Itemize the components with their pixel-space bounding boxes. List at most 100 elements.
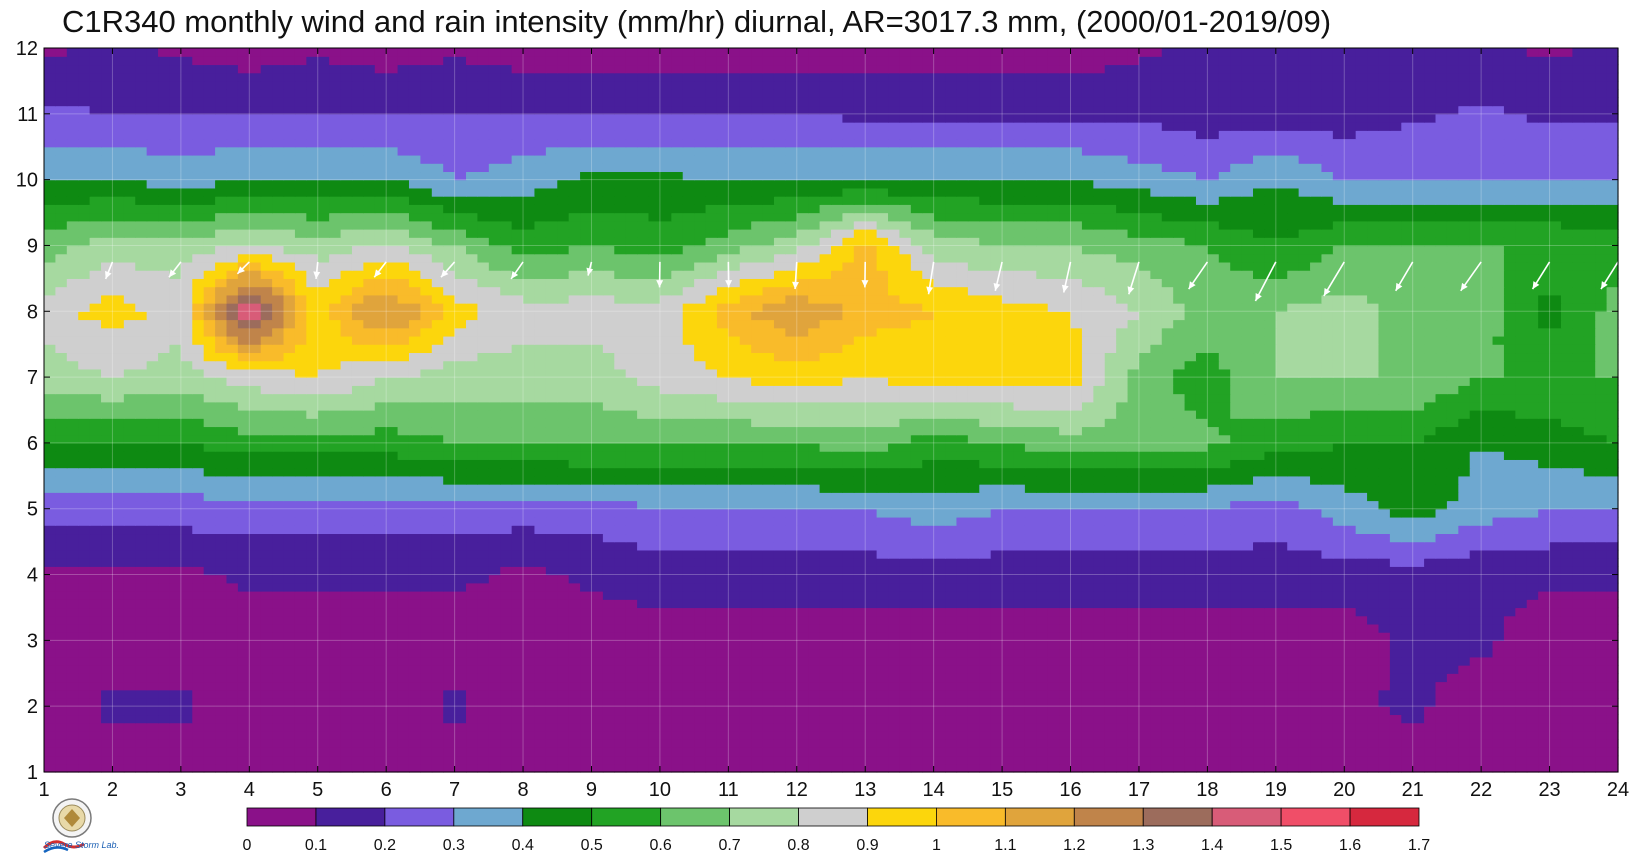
field-cell [808, 500, 821, 510]
field-cell [397, 681, 410, 691]
field-cell [1560, 640, 1573, 650]
field-cell [1070, 492, 1083, 502]
field-cell [1002, 739, 1015, 748]
field-cell [739, 533, 752, 543]
field-cell [1321, 500, 1334, 510]
field-cell [1412, 673, 1425, 683]
field-cell [922, 640, 935, 650]
field-cell [1207, 632, 1220, 641]
field-cell [705, 640, 718, 650]
field-cell [568, 763, 581, 773]
field-cell [306, 681, 319, 691]
field-cell [226, 623, 239, 633]
field-cell [648, 747, 661, 757]
field-cell [1401, 697, 1414, 707]
field-cell [89, 665, 102, 674]
field-cell [1241, 492, 1254, 502]
field-cell [1024, 516, 1037, 526]
field-cell [659, 525, 672, 535]
field-cell [545, 541, 558, 551]
field-cell [1207, 475, 1220, 485]
field-cell [1606, 599, 1619, 609]
field-cell [1253, 665, 1266, 674]
field-cell [785, 722, 798, 732]
field-cell [682, 484, 695, 493]
field-cell [1241, 689, 1254, 699]
field-cell [580, 533, 593, 543]
field-cell [1195, 722, 1208, 732]
field-cell [215, 665, 228, 674]
field-cell [78, 640, 91, 650]
field-cell [1595, 492, 1608, 502]
field-cell [602, 648, 615, 658]
field-cell [1367, 689, 1380, 699]
field-cell [1526, 484, 1539, 493]
field-cell [500, 475, 513, 485]
field-cell [614, 599, 627, 609]
field-cell [420, 755, 433, 765]
field-cell [705, 681, 718, 691]
field-cell [1241, 706, 1254, 716]
field-cell [260, 467, 273, 477]
field-cell [420, 516, 433, 526]
field-cell [1298, 582, 1311, 592]
field-cell [1298, 648, 1311, 658]
field-cell [44, 549, 57, 559]
field-cell [306, 541, 319, 551]
field-cell [796, 484, 809, 493]
field-cell [671, 549, 684, 559]
field-cell [751, 747, 764, 757]
field-cell [910, 484, 923, 493]
field-cell [545, 714, 558, 724]
field-cell [1150, 492, 1163, 502]
field-cell [1184, 665, 1197, 674]
field-cell [158, 722, 171, 732]
field-cell [728, 574, 741, 584]
field-cell [1036, 582, 1049, 592]
field-cell [123, 607, 136, 617]
field-cell [169, 574, 182, 584]
field-cell [910, 558, 923, 567]
field-cell [671, 656, 684, 666]
field-cell [831, 755, 844, 765]
field-cell [1287, 763, 1300, 773]
field-cell [922, 722, 935, 732]
field-cell [158, 755, 171, 765]
field-cell [910, 508, 923, 518]
field-cell [55, 665, 68, 674]
field-cell [728, 516, 741, 526]
field-cell [1469, 747, 1482, 757]
field-cell [477, 632, 490, 641]
field-cell [1127, 665, 1140, 674]
field-cell [1560, 549, 1573, 559]
field-cell [1435, 730, 1448, 740]
field-cell [180, 615, 193, 625]
field-cell [557, 722, 570, 732]
field-cell [648, 656, 661, 666]
field-cell [1264, 599, 1277, 609]
field-cell [945, 739, 958, 748]
field-cell [910, 681, 923, 691]
field-cell [1401, 492, 1414, 502]
field-cell [1458, 582, 1471, 592]
field-cell [956, 508, 969, 518]
field-cell [888, 484, 901, 493]
field-cell [363, 599, 376, 609]
field-cell [1241, 591, 1254, 600]
field-cell [808, 640, 821, 650]
field-cell [500, 549, 513, 559]
field-cell [1195, 697, 1208, 707]
field-cell [169, 607, 182, 617]
field-cell [317, 656, 330, 666]
field-cell [1538, 484, 1551, 493]
field-cell [842, 607, 855, 617]
field-cell [945, 541, 958, 551]
field-cell [682, 508, 695, 518]
field-cell [910, 755, 923, 765]
field-cell [249, 673, 262, 683]
field-cell [910, 722, 923, 732]
field-cell [831, 697, 844, 707]
field-cell [169, 722, 182, 732]
field-cell [226, 516, 239, 526]
field-cell [625, 706, 638, 716]
